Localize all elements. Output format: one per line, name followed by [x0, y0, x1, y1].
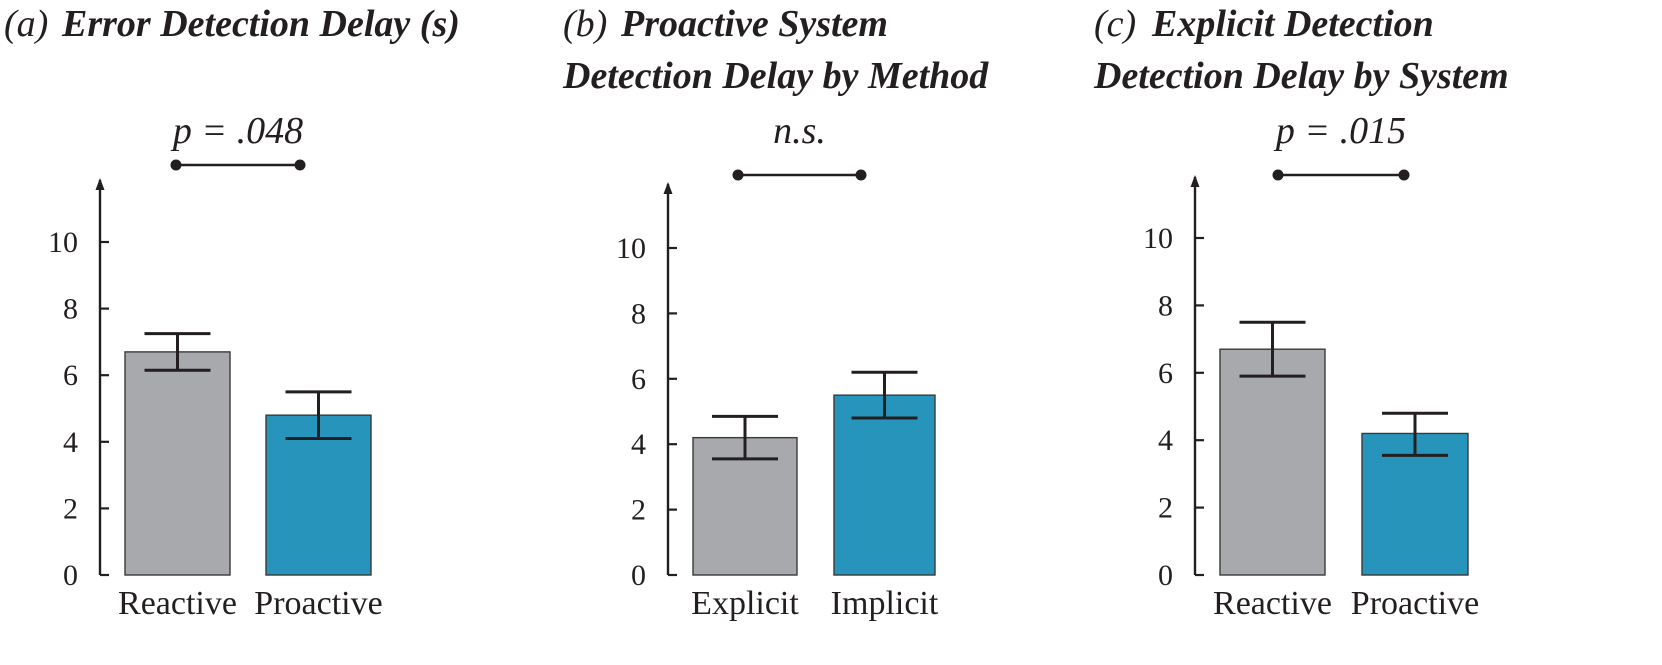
panel-a-y-axis-arrow	[95, 178, 105, 190]
panel-c-letter: (c)	[1094, 3, 1136, 45]
panel-c-significance-dot-left	[1272, 169, 1284, 181]
panel-a-ytick-label-10: 10	[48, 226, 78, 259]
panel-c-ytick-label-10: 10	[1143, 222, 1173, 255]
panel-a-significance-dot-right	[294, 159, 306, 171]
panel-b-ytick-label-2: 2	[631, 494, 646, 527]
panel-a-category-label-reactive: Reactive	[118, 585, 237, 622]
panel-b-significance-dot-left	[732, 169, 744, 181]
panel-b-category-label-explicit: Explicit	[691, 585, 799, 622]
panel-b-category-label-implicit: Implicit	[831, 585, 939, 622]
panel-a-ytick-label-8: 8	[63, 293, 78, 326]
panel-c-title-line-2: Detection Delay by System	[1093, 55, 1509, 97]
panel-a-ytick-label-2: 2	[63, 492, 78, 525]
panel-b-bar-explicit	[692, 436, 798, 576]
panel-a-ytick-label-6: 6	[63, 359, 78, 392]
panel-b-significance-dot-right	[855, 169, 867, 181]
panel-b-ytick-label-10: 10	[616, 232, 646, 265]
panel-a-bar-reactive	[124, 351, 231, 576]
panel-b-significance-label: n.s.	[773, 110, 826, 152]
panel-c-category-label-proactive: Proactive	[1351, 585, 1479, 622]
panel-b-letter: (b)	[563, 3, 607, 45]
panel-b-ytick-label-8: 8	[631, 297, 646, 330]
panel-a-significance-label: p = .048	[170, 110, 303, 152]
panel-b-title-line-1: Proactive System	[620, 3, 888, 45]
panel-a-category-label-proactive: Proactive	[254, 585, 382, 622]
panel-c-ytick-label-8: 8	[1158, 289, 1173, 322]
panel-b-ytick-label-6: 6	[631, 363, 646, 396]
panel-a-letter: (a)	[4, 3, 48, 45]
panel-a-significance-dot-left	[170, 159, 182, 171]
panel-b-bar-implicit	[833, 394, 936, 576]
panel-a-title-line-1: Error Detection Delay (s)	[61, 3, 460, 45]
panel-a-ytick-label-0: 0	[63, 559, 78, 592]
panel-c-category-label-reactive: Reactive	[1213, 585, 1332, 622]
panel-c-significance-label: p = .015	[1273, 110, 1406, 152]
panel-b-ytick-label-4: 4	[631, 428, 646, 461]
panel-c-ytick-label-0: 0	[1158, 559, 1173, 592]
panel-a-ytick-label-4: 4	[63, 426, 78, 459]
panel-c-bar-reactive	[1219, 348, 1326, 576]
panel-c-significance-dot-right	[1398, 169, 1410, 181]
panel-c-y-axis-arrow	[1190, 175, 1200, 187]
panel-c-title-line-1: Explicit Detection	[1151, 3, 1434, 45]
panel-b-y-axis-arrow	[663, 182, 673, 194]
panel-b-ytick-label-0: 0	[631, 559, 646, 592]
panel-b-title-line-2: Detection Delay by Method	[562, 55, 989, 97]
panel-c-ytick-label-2: 2	[1158, 492, 1173, 525]
panel-c-ytick-label-4: 4	[1158, 424, 1173, 457]
panel-c-ytick-label-6: 6	[1158, 357, 1173, 390]
